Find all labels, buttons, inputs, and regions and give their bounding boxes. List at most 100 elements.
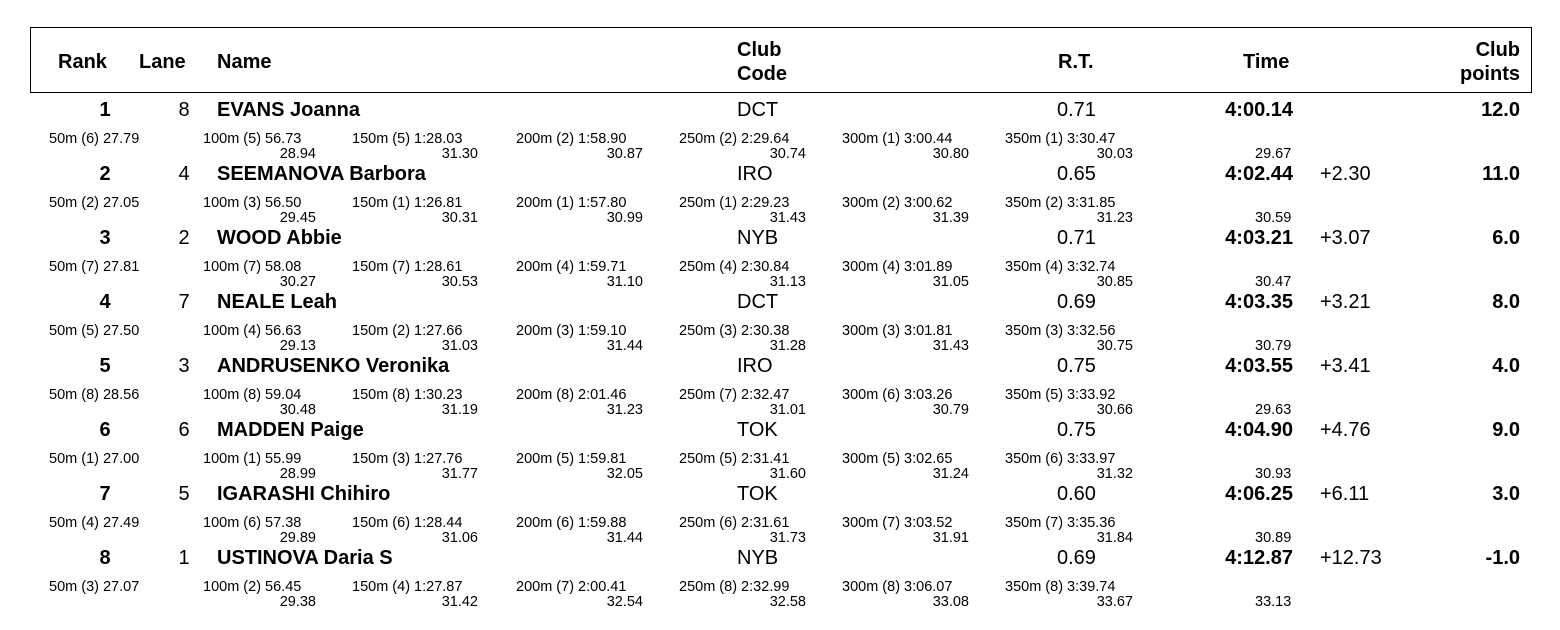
split-cumulative: 200m (1) 1:57.80 <box>516 195 627 211</box>
split-cumulative: 350m (6) 3:33.97 <box>1005 451 1116 467</box>
time-behind-cell: +3.07 <box>1320 227 1371 249</box>
split-cumulative: 150m (6) 1:28.44 <box>352 515 463 531</box>
final-time-cell: 4:03.35 <box>1225 291 1293 313</box>
swimmer-name: MADDEN Paige <box>217 419 364 441</box>
final-time-cell: 4:00.14 <box>1225 99 1293 121</box>
split-lap-time: 30.66 <box>1096 402 1133 418</box>
result-row: 3 2 WOOD Abbie NYB 0.71 4:03.21 +3.07 6.0 50m (7… <box>0 226 1560 290</box>
result-row: 8 1 USTINOVA Daria S NYB 0.69 4:12.87 +12.73 -1… <box>0 546 1560 610</box>
time-behind-cell: +12.73 <box>1320 547 1382 569</box>
club-code-cell: DCT <box>737 99 779 121</box>
split-lap-time: 31.10 <box>606 274 643 290</box>
split-cumulative: 50m (6) 27.79 <box>49 131 140 147</box>
split-lap-time: 31.32 <box>1096 466 1133 482</box>
club-points-cell: 6.0 <box>1492 227 1520 249</box>
final-time-cell: 4:12.87 <box>1225 547 1293 569</box>
header-reaction-time: R.T. <box>1058 51 1094 73</box>
club-points-cell: 4.0 <box>1492 355 1520 377</box>
split-lap-time: 31.44 <box>606 530 643 546</box>
split-cumulative: 250m (5) 2:31.41 <box>679 451 790 467</box>
split-lap-time: 31.19 <box>441 402 478 418</box>
final-time-cell: 4:03.55 <box>1225 355 1293 377</box>
split-lap-time: 31.30 <box>441 146 478 162</box>
reaction-time-cell: 0.71 <box>1057 227 1096 249</box>
split-cumulative: 100m (3) 56.50 <box>203 195 302 211</box>
split-lap-time: 31.23 <box>606 402 643 418</box>
lane-cell: 2 <box>178 227 190 249</box>
split-lap-time: 31.42 <box>441 594 478 610</box>
time-behind-cell: +4.76 <box>1320 419 1371 441</box>
split-cumulative: 300m (6) 3:03.26 <box>842 387 953 403</box>
club-code-cell: DCT <box>737 291 779 313</box>
split-lap-time: 30.93 <box>1255 466 1292 482</box>
club-points-cell: -1.0 <box>1485 547 1520 569</box>
split-cumulative: 250m (8) 2:32.99 <box>679 579 790 595</box>
split-cumulative: 300m (5) 3:02.65 <box>842 451 953 467</box>
split-lap-time: 30.79 <box>1255 338 1292 354</box>
split-lap-time: 30.99 <box>606 210 643 226</box>
split-cumulative: 350m (4) 3:32.74 <box>1005 259 1116 275</box>
split-lap-time: 30.85 <box>1096 274 1133 290</box>
final-time-cell: 4:04.90 <box>1225 419 1293 441</box>
lane-cell: 5 <box>178 483 190 505</box>
split-lap-time: 31.05 <box>932 274 969 290</box>
result-row: 2 4 SEEMANOVA Barbora IRO 0.65 4:02.44 +2.30 11… <box>0 162 1560 226</box>
rank-cell: 7 <box>99 483 111 505</box>
split-cumulative: 100m (7) 58.08 <box>203 259 302 275</box>
split-lap-time: 31.24 <box>932 466 969 482</box>
swimmer-name: NEALE Leah <box>217 291 338 313</box>
split-lap-time: 31.43 <box>932 338 969 354</box>
split-cumulative: 300m (3) 3:01.81 <box>842 323 953 339</box>
split-cumulative: 200m (7) 2:00.41 <box>516 579 627 595</box>
split-lap-time: 31.03 <box>441 338 478 354</box>
split-cumulative: 350m (1) 3:30.47 <box>1005 131 1116 147</box>
split-cumulative: 100m (6) 57.38 <box>203 515 302 531</box>
split-cumulative: 100m (8) 59.04 <box>203 387 302 403</box>
swimmer-name: IGARASHI Chihiro <box>217 483 391 505</box>
final-time-cell: 4:06.25 <box>1225 483 1293 505</box>
split-cumulative: 350m (3) 3:32.56 <box>1005 323 1116 339</box>
swimmer-name: WOOD Abbie <box>217 227 342 249</box>
swimmer-name: EVANS Joanna <box>217 99 360 121</box>
swimmer-name: USTINOVA Daria S <box>217 547 393 569</box>
split-cumulative: 50m (7) 27.81 <box>49 259 140 275</box>
split-cumulative: 250m (7) 2:32.47 <box>679 387 790 403</box>
split-cumulative: 350m (7) 3:35.36 <box>1005 515 1116 531</box>
split-cumulative: 250m (1) 2:29.23 <box>679 195 790 211</box>
split-cumulative: 100m (1) 55.99 <box>203 451 302 467</box>
split-cumulative: 100m (2) 56.45 <box>203 579 302 595</box>
split-cumulative: 200m (4) 1:59.71 <box>516 259 627 275</box>
lane-cell: 3 <box>178 355 190 377</box>
header-club-points-line1: Club <box>1475 39 1520 61</box>
split-cumulative: 350m (2) 3:31.85 <box>1005 195 1116 211</box>
split-cumulative: 200m (6) 1:59.88 <box>516 515 627 531</box>
split-lap-time: 33.13 <box>1255 594 1292 610</box>
reaction-time-cell: 0.65 <box>1057 163 1096 185</box>
split-cumulative: 50m (2) 27.05 <box>49 195 140 211</box>
split-lap-time: 33.67 <box>1096 594 1133 610</box>
split-cumulative: 300m (8) 3:06.07 <box>842 579 953 595</box>
split-cumulative: 250m (2) 2:29.64 <box>679 131 790 147</box>
split-cumulative: 200m (8) 2:01.46 <box>516 387 627 403</box>
reaction-time-cell: 0.75 <box>1057 419 1096 441</box>
split-cumulative: 200m (2) 1:58.90 <box>516 131 627 147</box>
split-lap-time: 29.13 <box>279 338 316 354</box>
split-cumulative: 300m (4) 3:01.89 <box>842 259 953 275</box>
split-lap-time: 31.60 <box>769 466 806 482</box>
split-cumulative: 50m (3) 27.07 <box>49 579 140 595</box>
split-cumulative: 300m (2) 3:00.62 <box>842 195 953 211</box>
split-cumulative: 300m (1) 3:00.44 <box>842 131 953 147</box>
split-cumulative: 150m (7) 1:28.61 <box>352 259 463 275</box>
split-lap-time: 30.27 <box>279 274 316 290</box>
split-lap-time: 32.54 <box>606 594 643 610</box>
split-cumulative: 150m (1) 1:26.81 <box>352 195 463 211</box>
time-behind-cell: +6.11 <box>1320 483 1370 505</box>
rank-cell: 2 <box>99 163 111 185</box>
split-lap-time: 31.13 <box>769 274 806 290</box>
split-cumulative: 100m (4) 56.63 <box>203 323 302 339</box>
split-cumulative: 100m (5) 56.73 <box>203 131 302 147</box>
split-cumulative: 150m (2) 1:27.66 <box>352 323 463 339</box>
rank-cell: 4 <box>99 291 111 313</box>
reaction-time-cell: 0.69 <box>1057 291 1096 313</box>
time-behind-cell: +3.41 <box>1320 355 1371 377</box>
